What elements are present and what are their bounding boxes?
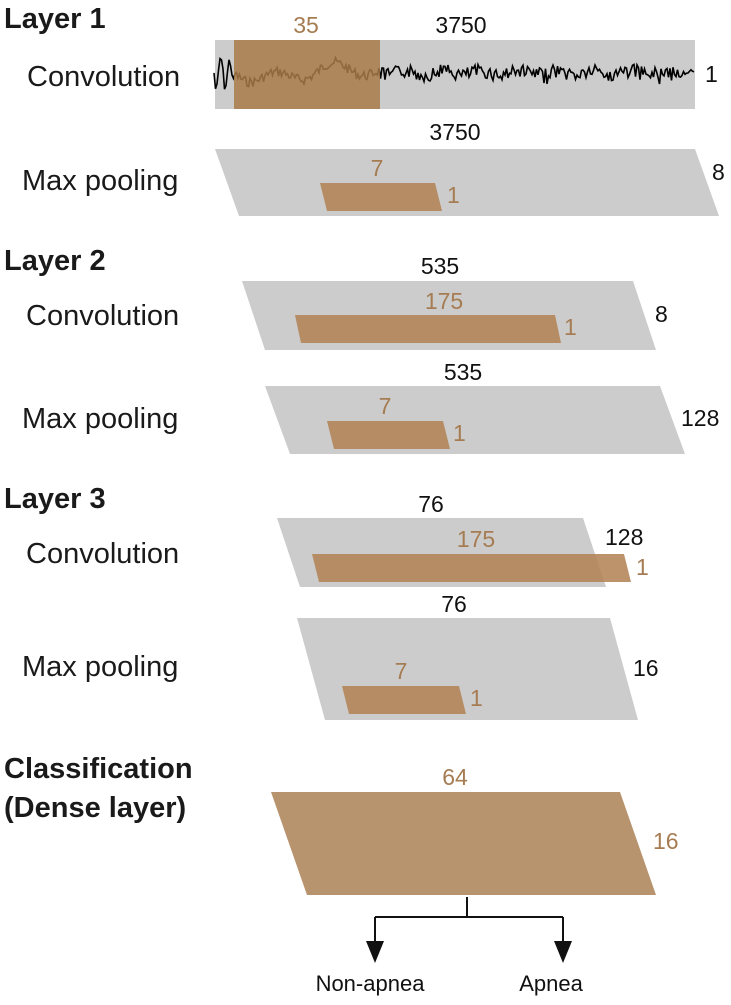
layer-1-maxpool-map (215, 149, 719, 216)
layer-2-conv-kernel-size: 175 (425, 288, 463, 314)
layer-3-maxpool-kernel (342, 686, 466, 714)
layer-1-maxpool-width: 3750 (429, 119, 480, 145)
layer-1-conv-depth: 1 (705, 61, 718, 87)
layer-3-conv-kernel-depth: 1 (636, 554, 649, 580)
output-non-apnea-label: Non-apnea (316, 971, 426, 996)
layer-1-maxpool-kernel-depth: 1 (447, 182, 460, 208)
layer-2-maxpool-kernel-depth: 1 (453, 420, 466, 446)
output-apnea-label: Apnea (519, 971, 583, 996)
layer-2-maxpool-kernel-size: 7 (379, 393, 392, 419)
layer-3-conv-depth: 128 (605, 524, 643, 550)
layer-1-conv-kernel-size: 35 (293, 12, 319, 38)
layer-2-maxpool-kernel (327, 421, 450, 449)
layer-1-maxpool-kernel (320, 183, 442, 211)
layer-1-convolution-label: Convolution (27, 61, 180, 93)
layer-3-maxpool-width: 76 (441, 591, 467, 617)
layer-3-maxpool-label: Max pooling (22, 651, 178, 683)
layer-2-conv-kernel (295, 315, 561, 343)
layer-1-conv-kernel (234, 40, 380, 109)
layer-2-conv-depth: 8 (655, 301, 668, 327)
layer-1-conv-width: 3750 (435, 12, 486, 38)
layer-2-convolution-label: Convolution (26, 300, 179, 332)
layer-3-maxpool-depth: 16 (633, 655, 659, 681)
layer-2-conv-kernel-depth: 1 (564, 314, 577, 340)
dense-layer-block (271, 792, 656, 895)
layer-2-maxpool-map (265, 386, 685, 454)
layer-3-conv-width: 76 (418, 491, 444, 517)
layer-2-maxpool-depth: 128 (681, 405, 719, 431)
layer-1-maxpool-depth: 8 (712, 159, 725, 185)
layer-3-title: Layer 3 (4, 483, 106, 515)
layer-1-title: Layer 1 (4, 3, 106, 35)
dense-layer-depth: 16 (653, 828, 679, 854)
layer-3-conv-kernel (312, 554, 631, 582)
layer-2-title: Layer 2 (4, 245, 106, 277)
classification-subtitle: (Dense layer) (4, 792, 186, 824)
layer-2-maxpool-label: Max pooling (22, 403, 178, 435)
layer-3-maxpool-kernel-size: 7 (395, 658, 408, 684)
layer-3-convolution-label: Convolution (26, 538, 179, 570)
layer-2-conv-width: 535 (421, 253, 459, 279)
classification-title: Classification (4, 753, 193, 785)
apnea-arrowhead (554, 941, 572, 963)
layer-3-conv-kernel-size: 175 (457, 526, 495, 552)
layer-1-maxpool-label: Max pooling (22, 165, 178, 197)
layer-2-maxpool-width: 535 (444, 359, 482, 385)
layer-1-maxpool-kernel-size: 7 (371, 155, 384, 181)
non-apnea-arrowhead (366, 941, 384, 963)
layer-3-maxpool-kernel-depth: 1 (470, 685, 483, 711)
dense-layer-units: 64 (442, 764, 468, 790)
